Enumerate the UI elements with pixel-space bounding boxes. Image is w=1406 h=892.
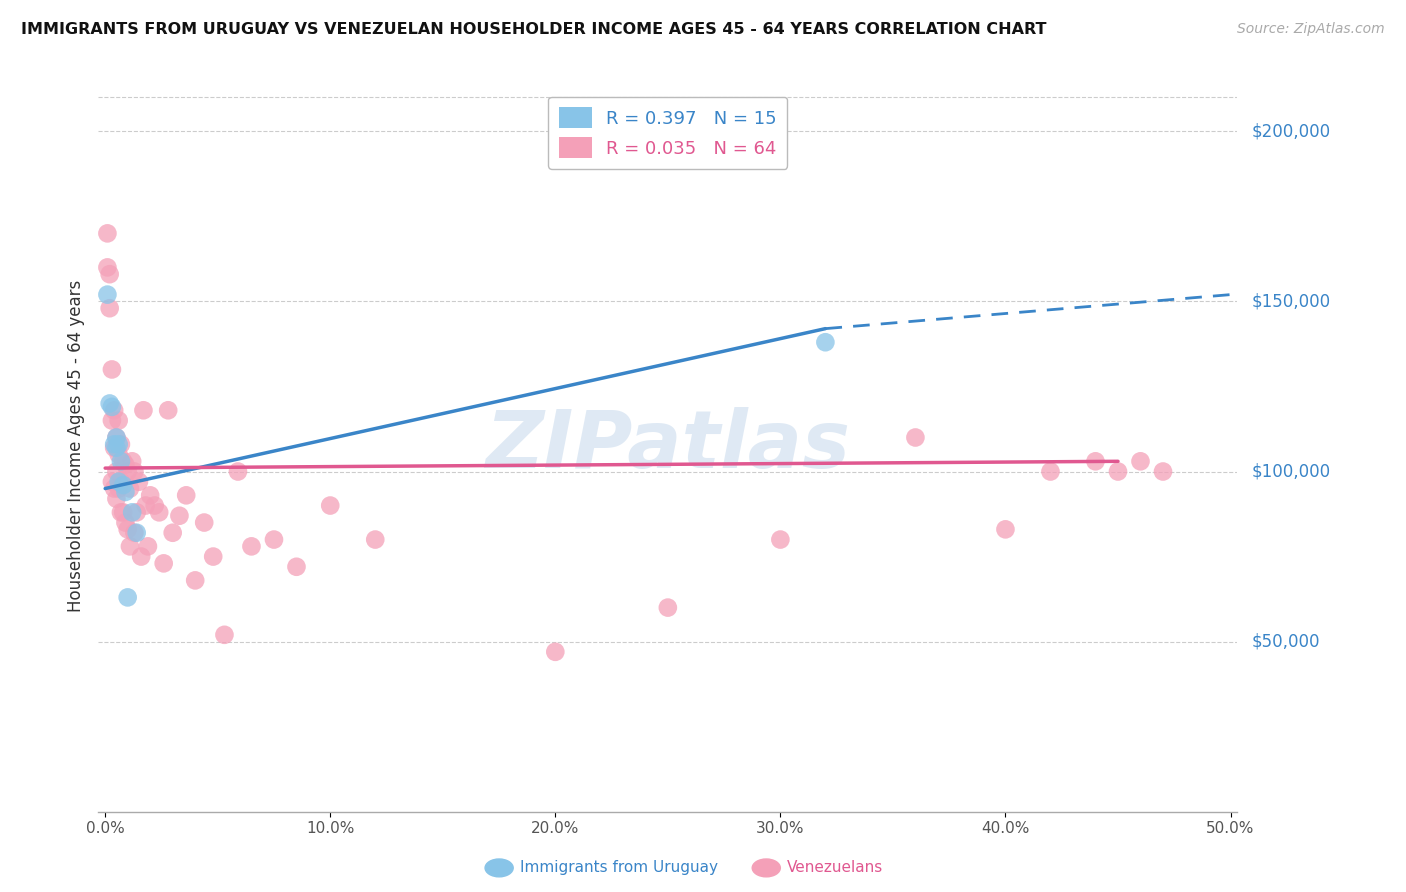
- Point: [136, 540, 159, 554]
- Point: [117, 591, 139, 605]
- Legend: R = 0.397   N = 15, R = 0.035   N = 64: R = 0.397 N = 15, R = 0.035 N = 64: [548, 96, 787, 169]
- Point: [105, 491, 128, 506]
- Text: Immigrants from Uruguay: Immigrants from Uruguay: [520, 861, 718, 875]
- Point: [202, 549, 225, 564]
- Point: [101, 400, 124, 414]
- Point: [114, 484, 136, 499]
- Point: [107, 475, 129, 489]
- Point: [1039, 465, 1062, 479]
- Text: $200,000: $200,000: [1251, 122, 1330, 140]
- Point: [101, 413, 124, 427]
- Point: [117, 465, 139, 479]
- Point: [118, 540, 141, 554]
- Point: [107, 413, 129, 427]
- Point: [101, 362, 124, 376]
- Point: [129, 549, 152, 564]
- Point: [132, 403, 155, 417]
- Point: [110, 505, 132, 519]
- Point: [121, 505, 143, 519]
- Point: [135, 499, 157, 513]
- Point: [174, 488, 197, 502]
- Point: [214, 628, 236, 642]
- Text: IMMIGRANTS FROM URUGUAY VS VENEZUELAN HOUSEHOLDER INCOME AGES 45 - 64 YEARS CORR: IMMIGRANTS FROM URUGUAY VS VENEZUELAN HO…: [21, 22, 1046, 37]
- Point: [112, 478, 135, 492]
- Point: [143, 499, 166, 513]
- Point: [124, 525, 146, 540]
- Point: [184, 574, 207, 588]
- Point: [107, 437, 129, 451]
- Point: [125, 505, 148, 519]
- Point: [1129, 454, 1152, 468]
- Point: [110, 454, 132, 468]
- Point: [98, 267, 121, 281]
- Point: [125, 525, 148, 540]
- Point: [285, 559, 308, 574]
- Point: [110, 475, 132, 489]
- Point: [157, 403, 180, 417]
- Point: [107, 482, 129, 496]
- Point: [319, 499, 342, 513]
- Point: [110, 437, 132, 451]
- Point: [103, 403, 125, 417]
- Point: [105, 465, 128, 479]
- Point: [240, 540, 263, 554]
- Y-axis label: Householder Income Ages 45 - 64 years: Householder Income Ages 45 - 64 years: [66, 280, 84, 612]
- Text: ZIPatlas: ZIPatlas: [485, 407, 851, 485]
- Point: [1152, 465, 1174, 479]
- Point: [103, 482, 125, 496]
- Point: [1107, 465, 1129, 479]
- Point: [193, 516, 215, 530]
- Point: [169, 508, 191, 523]
- Text: $100,000: $100,000: [1251, 463, 1330, 481]
- Point: [105, 430, 128, 444]
- Point: [105, 430, 128, 444]
- Point: [117, 522, 139, 536]
- Point: [124, 465, 146, 479]
- Point: [364, 533, 387, 547]
- Point: [112, 454, 135, 468]
- Point: [103, 441, 125, 455]
- Point: [105, 441, 128, 455]
- Point: [162, 525, 184, 540]
- Text: Source: ZipAtlas.com: Source: ZipAtlas.com: [1237, 22, 1385, 37]
- Point: [112, 505, 135, 519]
- Point: [96, 260, 118, 275]
- Point: [96, 227, 118, 241]
- Point: [107, 448, 129, 462]
- Point: [98, 396, 121, 410]
- Point: [263, 533, 285, 547]
- Point: [121, 454, 143, 468]
- Point: [226, 465, 249, 479]
- Text: $150,000: $150,000: [1251, 293, 1330, 310]
- Point: [128, 475, 150, 489]
- Point: [904, 430, 927, 444]
- Point: [994, 522, 1017, 536]
- Point: [98, 301, 121, 316]
- Point: [769, 533, 792, 547]
- Point: [814, 335, 837, 350]
- Point: [114, 458, 136, 472]
- Point: [148, 505, 170, 519]
- Point: [103, 437, 125, 451]
- Point: [657, 600, 679, 615]
- Text: Venezuelans: Venezuelans: [787, 861, 883, 875]
- Point: [101, 475, 124, 489]
- Point: [114, 516, 136, 530]
- Point: [1084, 454, 1107, 468]
- Point: [118, 482, 141, 496]
- Text: $50,000: $50,000: [1251, 632, 1320, 650]
- Point: [96, 287, 118, 301]
- Point: [544, 645, 567, 659]
- Point: [152, 557, 174, 571]
- Point: [139, 488, 162, 502]
